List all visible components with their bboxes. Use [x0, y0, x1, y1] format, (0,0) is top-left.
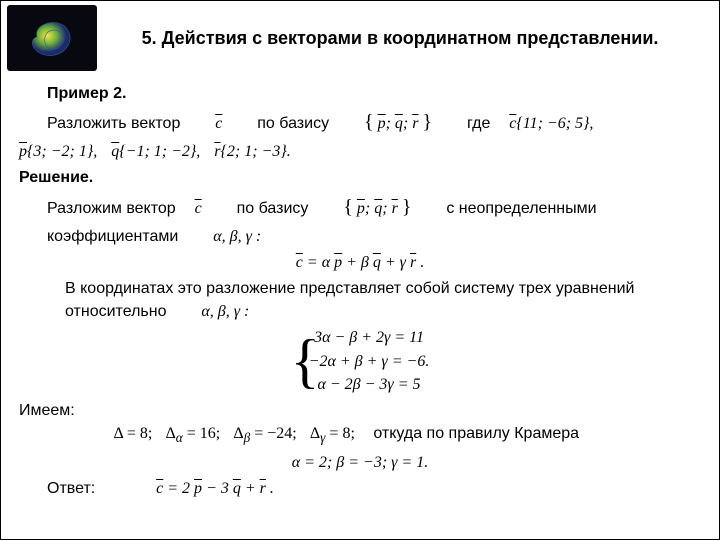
po-bazisu-2: по базису: [237, 200, 309, 217]
task-line: Разложить вектор c по базису { p; q; r }…: [47, 108, 701, 137]
ex-label: Пример 2.: [47, 85, 126, 102]
header: 5. Действия с векторами в координатном п…: [1, 1, 719, 75]
example-label: Пример 2.: [47, 82, 701, 105]
abg-1: α, β, γ :: [213, 228, 261, 245]
answer-line: Ответ: c = 2 p − 3 q + r .: [47, 477, 701, 500]
system-block: { 3α − β + 2γ = 11 −2α + β + γ = −6. α −…: [19, 326, 701, 396]
cramer: откуда по правилу Крамера: [373, 425, 579, 442]
line1b: с неопределенными: [446, 200, 596, 217]
sys-eq-1: 3α − β + 2γ = 11: [309, 326, 430, 349]
solution-label: Решение.: [19, 169, 93, 186]
decompose-line: Разложим вектор c по базису { p; q; r } …: [47, 193, 701, 222]
task-text: Разложить вектор: [47, 115, 180, 132]
slide-title: 5. Действия с векторами в координатном п…: [97, 28, 713, 49]
para1: В координатах это разложение представляе…: [65, 277, 701, 323]
imeem: Имеем:: [19, 402, 75, 419]
content: Пример 2. Разложить вектор c по базису {…: [1, 75, 719, 500]
gde: где: [467, 115, 490, 132]
vec-c: c: [215, 115, 222, 132]
answer-label: Ответ:: [47, 480, 95, 497]
coef-line: коэффициентами α, β, γ :: [47, 225, 701, 248]
abg-2: α, β, γ :: [201, 303, 249, 320]
pqr-line: p{3; −2; 1}, q{−1; 1; −2}, r{2; 1; −3}.: [19, 140, 701, 163]
slide-page: 5. Действия с векторами в координатном п…: [0, 0, 720, 540]
line1a: Разложим вектор: [47, 200, 176, 217]
sys-eq-2: −2α + β + γ = −6.: [309, 350, 430, 373]
solution-label-row: Решение.: [19, 166, 701, 189]
result-line: α = 2; β = −3; γ = 1.: [19, 451, 701, 474]
line2a: коэффициентами: [47, 228, 178, 245]
sys-eq-3: α − 2β − 3γ = 5: [309, 373, 430, 396]
decomp-formula: c = α p + β q + γ r .: [19, 251, 701, 274]
logo-image: [7, 5, 97, 71]
deltas-line: Имеем: Δ = 8; Δα = 16; Δβ = −24; Δγ = 8;…: [19, 399, 701, 448]
po-bazisu-1: по базису: [257, 115, 329, 132]
